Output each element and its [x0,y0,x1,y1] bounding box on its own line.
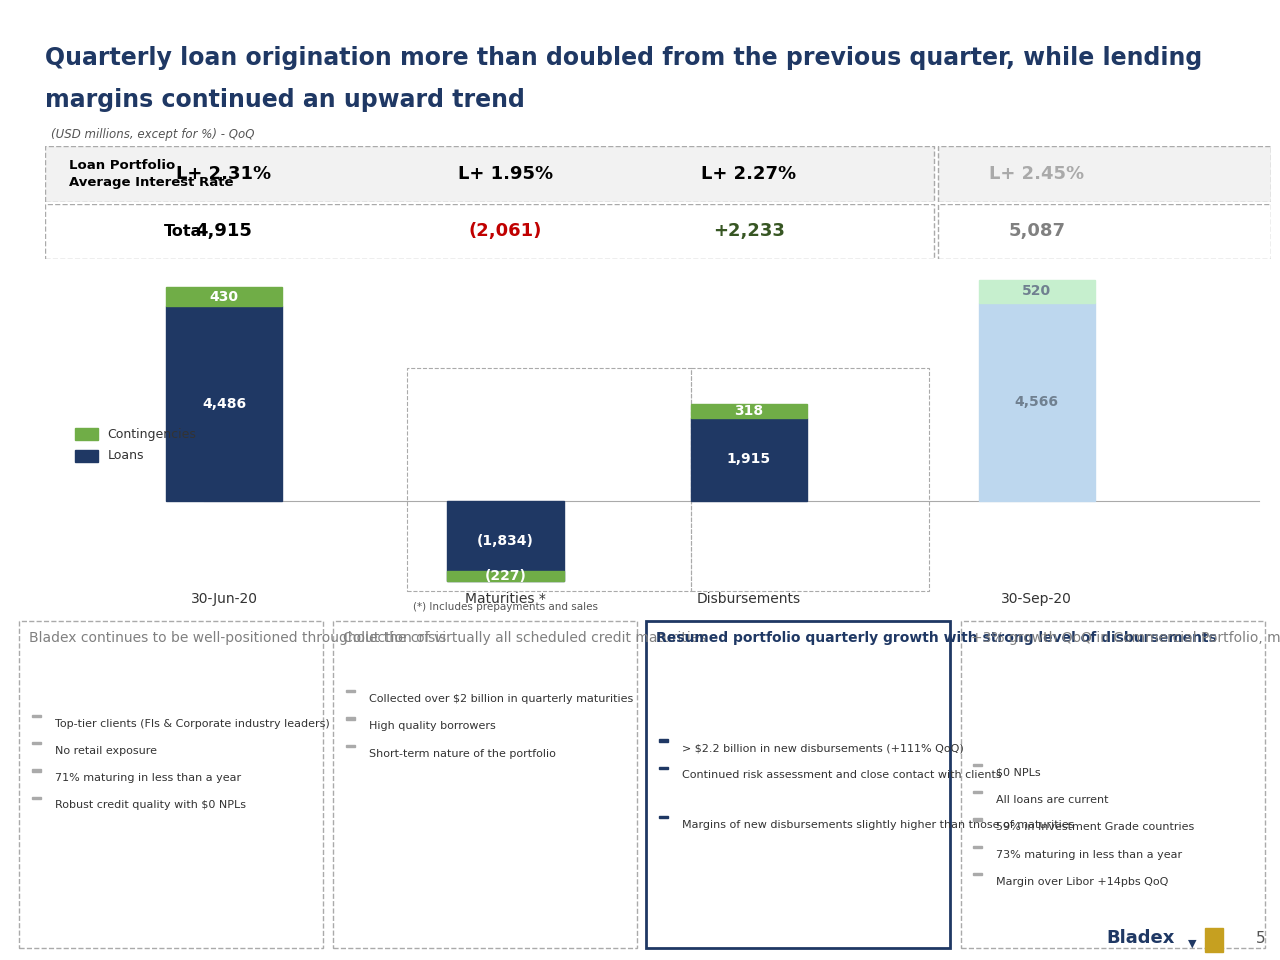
FancyBboxPatch shape [45,146,934,202]
FancyBboxPatch shape [938,146,1271,202]
Text: 318: 318 [735,404,763,418]
Text: Loans: Loans [108,449,143,463]
Text: Continued risk assessment and close contact with clients: Continued risk assessment and close cont… [682,771,1001,780]
Text: +2,233: +2,233 [713,223,785,240]
Text: 520: 520 [1023,284,1051,299]
FancyBboxPatch shape [960,621,1265,948]
Text: All loans are current: All loans are current [996,795,1108,805]
Text: Collection of virtually all scheduled credit maturities: Collection of virtually all scheduled cr… [343,632,707,645]
Bar [32,742,41,744]
Bar [346,717,355,720]
Text: L+ 1.95%: L+ 1.95% [458,165,553,182]
Bar [973,873,982,876]
Bar [447,571,564,581]
Text: 430: 430 [210,290,238,303]
Text: 4,566: 4,566 [1015,395,1059,409]
Text: (2,061): (2,061) [468,223,543,240]
Bar [690,418,808,501]
Text: (*) Includes prepayments and sales: (*) Includes prepayments and sales [413,602,598,612]
Text: margins continued an upward trend: margins continued an upward trend [45,87,525,111]
FancyBboxPatch shape [333,621,637,948]
Text: Resumed portfolio quarterly growth with strong level of disbursements: Resumed portfolio quarterly growth with … [657,632,1217,645]
Bar [973,764,982,766]
Text: (227): (227) [485,568,526,583]
Text: Bladex: Bladex [1106,929,1175,948]
Bar [165,306,283,501]
Bar [973,846,982,848]
Text: Loan Portfolio
Average Interest Rate: Loan Portfolio Average Interest Rate [69,158,234,189]
Bar [1204,928,1224,952]
Text: Short-term nature of the portfolio: Short-term nature of the portfolio [369,749,556,758]
Bar [346,690,355,692]
Text: 4,915: 4,915 [196,223,252,240]
Bar [346,745,355,747]
Text: 4,486: 4,486 [202,396,246,411]
FancyBboxPatch shape [19,621,323,948]
Bar [447,501,564,581]
Text: 71% maturing in less than a year: 71% maturing in less than a year [55,773,241,783]
Text: Margins of new disbursements slightly higher than those of maturities: Margins of new disbursements slightly hi… [682,820,1074,829]
Bar [973,818,982,821]
Text: Top-tier clients (FIs & Corporate industry leaders): Top-tier clients (FIs & Corporate indust… [55,719,329,729]
Text: Maturities *: Maturities * [465,592,547,606]
Text: 1,915: 1,915 [727,452,771,467]
Text: 59% in Investment Grade countries: 59% in Investment Grade countries [996,823,1194,832]
Text: $0 NPLs: $0 NPLs [996,768,1041,778]
Text: L+ 2.45%: L+ 2.45% [989,165,1084,182]
Text: High quality borrowers: High quality borrowers [369,721,495,732]
Text: 30-Jun-20: 30-Jun-20 [191,592,257,606]
Bar [659,816,668,818]
Text: 30-Sep-20: 30-Sep-20 [1001,592,1073,606]
Bar [690,404,808,418]
Bar [32,715,41,717]
Text: Total: Total [164,224,207,239]
Text: Contingencies: Contingencies [108,427,196,441]
Bar [659,767,668,769]
Text: 5,087: 5,087 [1009,223,1065,240]
Bar [978,280,1096,302]
Text: +3% growth QoQ in Commercial Portfolio, maintaining sound asset quality and port: +3% growth QoQ in Commercial Portfolio, … [970,632,1280,645]
Bar [32,769,41,772]
Text: Robust credit quality with $0 NPLs: Robust credit quality with $0 NPLs [55,801,246,810]
Text: L+ 2.31%: L+ 2.31% [177,165,271,182]
FancyBboxPatch shape [938,204,1271,259]
Text: Disbursements: Disbursements [696,592,801,606]
Text: Margin over Libor +14pbs QoQ: Margin over Libor +14pbs QoQ [996,876,1169,887]
Bar [165,287,283,306]
Bar [76,428,97,441]
Text: (1,834): (1,834) [477,534,534,548]
Text: Bladex continues to be well-positioned throughout the crisis: Bladex continues to be well-positioned t… [29,632,447,645]
Text: No retail exposure: No retail exposure [55,746,156,756]
Text: L+ 2.27%: L+ 2.27% [701,165,796,182]
Text: ▼: ▼ [1188,939,1197,948]
FancyBboxPatch shape [45,204,934,259]
Text: Quarterly loan origination more than doubled from the previous quarter, while le: Quarterly loan origination more than dou… [45,46,1202,70]
Text: > $2.2 billion in new disbursements (+111% QoQ): > $2.2 billion in new disbursements (+11… [682,743,964,754]
FancyBboxPatch shape [646,621,951,948]
Text: 5: 5 [1256,931,1266,946]
Text: 73% maturing in less than a year: 73% maturing in less than a year [996,850,1183,859]
Bar [978,302,1096,501]
Bar [659,739,668,741]
Text: (USD millions, except for %) - QoQ: (USD millions, except for %) - QoQ [51,128,255,141]
Bar [973,791,982,793]
Text: Collected over $2 billion in quarterly maturities: Collected over $2 billion in quarterly m… [369,694,634,704]
Bar [32,797,41,799]
Bar [76,449,97,462]
